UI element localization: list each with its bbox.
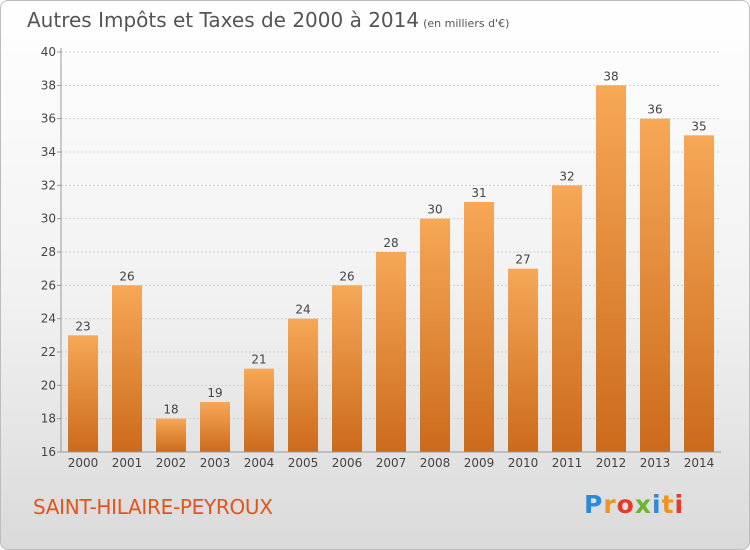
- x-tick-label: 2013: [640, 456, 671, 470]
- y-tick-label: 34: [41, 145, 56, 159]
- y-tick-label: 20: [41, 378, 56, 392]
- value-label: 23: [75, 319, 90, 333]
- proxiti-logo: Proxiti: [584, 490, 684, 519]
- value-label: 21: [251, 353, 266, 367]
- bar: [640, 118, 670, 453]
- y-tick-label: 30: [41, 212, 56, 226]
- value-label: 36: [647, 103, 662, 117]
- bar: [376, 252, 406, 452]
- x-tick-label: 2008: [420, 456, 451, 470]
- x-tick-label: 2012: [596, 456, 627, 470]
- place-name: SAINT-HILAIRE-PEYROUX: [33, 495, 273, 519]
- y-tick-label: 16: [41, 445, 56, 459]
- logo-letter: i: [674, 490, 685, 519]
- bar: [332, 285, 362, 452]
- value-label: 26: [339, 269, 354, 283]
- y-tick-label: 36: [41, 112, 56, 126]
- x-tick-label: 2010: [508, 456, 539, 470]
- value-label: 18: [163, 403, 178, 417]
- bar: [420, 218, 450, 452]
- y-tick-label: 24: [41, 312, 56, 326]
- bar: [596, 85, 626, 452]
- x-tick-label: 2014: [684, 456, 715, 470]
- x-tick-label: 2006: [332, 456, 363, 470]
- logo-letter: r: [603, 490, 617, 519]
- bar: [684, 135, 714, 453]
- bar: [156, 418, 186, 452]
- bar: [464, 202, 494, 452]
- bar: [508, 268, 538, 452]
- value-label: 32: [559, 169, 574, 183]
- value-label: 38: [603, 69, 618, 83]
- value-label: 19: [207, 386, 222, 400]
- bar: [68, 335, 98, 452]
- x-tick-label: 2005: [288, 456, 319, 470]
- value-label: 35: [691, 119, 706, 133]
- y-tick-label: 40: [41, 45, 56, 59]
- bar: [112, 285, 142, 452]
- bar: [244, 368, 274, 452]
- bar: [200, 402, 230, 452]
- x-tick-label: 2011: [552, 456, 583, 470]
- unit-label: (en milliers d'€): [423, 17, 510, 30]
- value-label: 31: [471, 186, 486, 200]
- logo-letter: o: [616, 490, 635, 519]
- value-label: 30: [427, 203, 442, 217]
- value-label: 24: [295, 303, 310, 317]
- x-tick-label: 2000: [68, 456, 99, 470]
- x-tick-label: 2007: [376, 456, 407, 470]
- x-tick-label: 2009: [464, 456, 495, 470]
- value-label: 28: [383, 236, 398, 250]
- logo-letter: i: [652, 490, 662, 519]
- value-label: 27: [515, 253, 530, 267]
- y-tick-label: 26: [41, 278, 56, 292]
- logo-letter: x: [634, 490, 652, 519]
- logo-letter: t: [661, 490, 675, 519]
- y-tick-label: 22: [41, 345, 56, 359]
- y-tick-label: 28: [41, 245, 56, 259]
- y-tick-label: 38: [41, 78, 56, 92]
- title-text: Autres Impôts et Taxes de 2000 à 2014: [27, 8, 420, 32]
- y-tick-label: 18: [41, 412, 56, 426]
- x-tick-label: 2004: [244, 456, 275, 470]
- logo-letter: P: [584, 490, 604, 519]
- x-tick-label: 2003: [200, 456, 231, 470]
- x-tick-label: 2002: [156, 456, 187, 470]
- x-tick-label: 2001: [112, 456, 143, 470]
- bar: [552, 185, 582, 453]
- value-label: 26: [119, 269, 134, 283]
- chart-title: Autres Impôts et Taxes de 2000 à 2014 (en…: [27, 8, 509, 32]
- bar: [288, 318, 318, 452]
- y-tick-label: 32: [41, 178, 56, 192]
